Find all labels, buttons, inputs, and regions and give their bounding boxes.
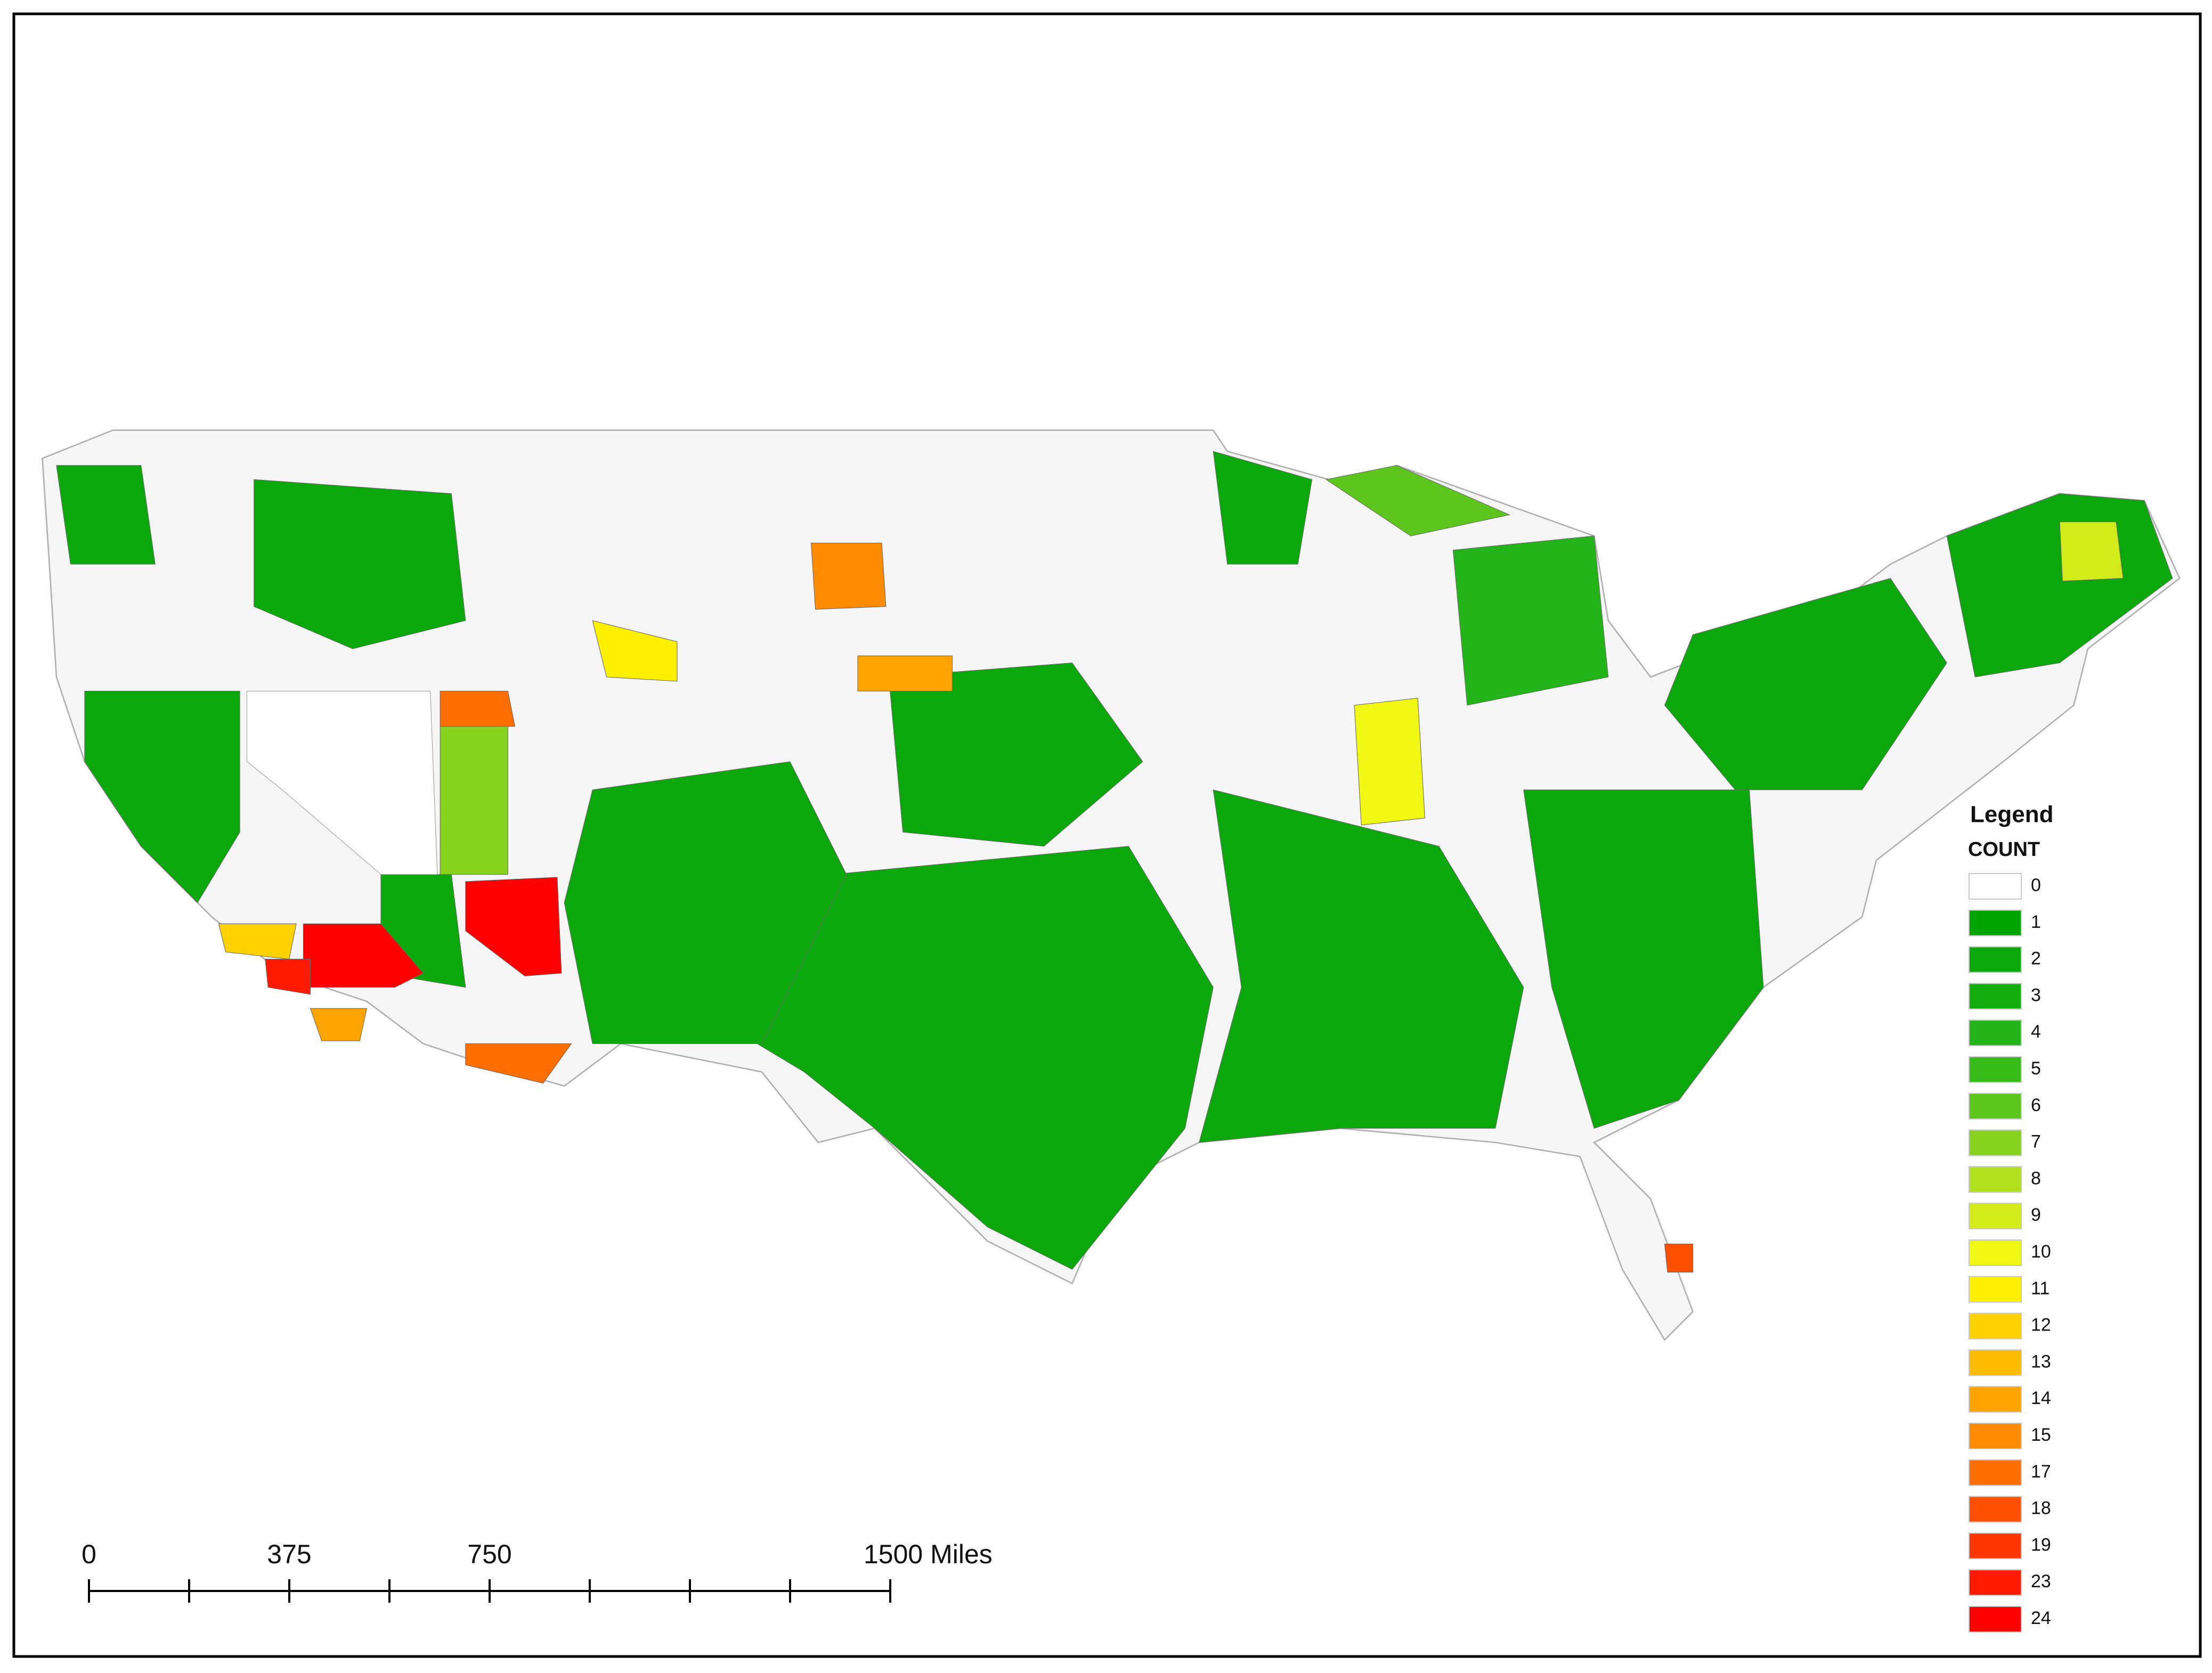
legend-swatch [1969, 1459, 2022, 1486]
legend-label: 7 [2031, 1132, 2041, 1152]
legend-swatch [1969, 983, 2022, 1010]
legend-swatch [1969, 1056, 2022, 1083]
county-region [84, 690, 240, 903]
county-region [811, 542, 887, 610]
legend-label: 2 [2031, 949, 2041, 969]
county-region [254, 479, 466, 649]
county-region [888, 663, 1143, 847]
legend-label: 10 [2031, 1242, 2051, 1262]
county-region [564, 761, 847, 1044]
legend-label: 3 [2031, 985, 2041, 1005]
legend-swatch [1969, 1092, 2022, 1120]
legend-label: 18 [2031, 1498, 2051, 1519]
county-region [465, 877, 562, 976]
legend-label: 0 [2031, 875, 2041, 895]
county-region [1664, 1244, 1694, 1273]
legend-swatch [1969, 1203, 2022, 1230]
legend-swatch [1969, 1606, 2022, 1633]
legend-title: Legend [1970, 802, 2053, 828]
legend-label: 13 [2031, 1351, 2051, 1372]
county-region [1325, 465, 1511, 536]
county-region [1664, 578, 1947, 790]
county-region [440, 690, 516, 727]
county-region [592, 620, 678, 682]
legend-swatch [1969, 1532, 2022, 1560]
legend-label: 9 [2031, 1205, 2041, 1225]
scale-bar-label: 0 [82, 1539, 96, 1569]
county-region [265, 959, 311, 995]
legend-label: 15 [2031, 1425, 2051, 1445]
legend-swatch [1969, 873, 2022, 900]
legend-label: 19 [2031, 1535, 2051, 1555]
legend-label: 1 [2031, 912, 2041, 932]
scale-bar-label: 1500 Miles [864, 1539, 993, 1569]
us-map [42, 429, 2181, 1341]
scale-bar [88, 1579, 891, 1603]
legend-swatch [1969, 1423, 2022, 1449]
county-region [1213, 451, 1313, 565]
county-region [440, 726, 508, 875]
legend-swatch [1969, 909, 2022, 936]
legend-label: 12 [2031, 1315, 2051, 1335]
legend-swatch [1969, 1349, 2022, 1376]
county-region [857, 655, 953, 692]
scale-bar-label: 375 [267, 1539, 311, 1569]
county-region [310, 1008, 368, 1041]
legend-swatch [1969, 1129, 2022, 1156]
legend-label: 6 [2031, 1095, 2041, 1115]
legend-swatch [1969, 1239, 2022, 1266]
legend-swatch [1969, 1019, 2022, 1047]
legend-swatch [1969, 1569, 2022, 1596]
legend-label: 17 [2031, 1462, 2051, 1482]
legend-label: 24 [2031, 1608, 2051, 1628]
county-region [1199, 789, 1524, 1143]
legend-subtitle: COUNT [1968, 838, 2040, 861]
county-region [246, 690, 438, 875]
legend-swatch [1969, 1496, 2022, 1523]
legend-label: 4 [2031, 1022, 2041, 1042]
legend-label: 8 [2031, 1168, 2041, 1188]
county-region [465, 1043, 572, 1084]
scale-bar-label: 750 [467, 1539, 511, 1569]
legend-swatch [1969, 1312, 2022, 1340]
county-region [1452, 535, 1609, 706]
county-region [218, 923, 297, 960]
county-region [2059, 521, 2124, 582]
legend-swatch [1969, 1386, 2022, 1413]
legend: Legend COUNT 012345678910111213141517181… [1968, 802, 2053, 1633]
legend-label: 14 [2031, 1388, 2051, 1408]
legend-swatch [1969, 1276, 2022, 1303]
legend-label: 5 [2031, 1058, 2041, 1079]
legend-swatch [1969, 1166, 2022, 1193]
legend-label: 23 [2031, 1571, 2051, 1592]
county-region [56, 465, 156, 565]
legend-swatch [1969, 946, 2022, 973]
county-region [1354, 698, 1426, 826]
county-fills [56, 451, 2173, 1270]
county-region [1523, 789, 1764, 1129]
legend-label: 11 [2031, 1278, 2050, 1299]
